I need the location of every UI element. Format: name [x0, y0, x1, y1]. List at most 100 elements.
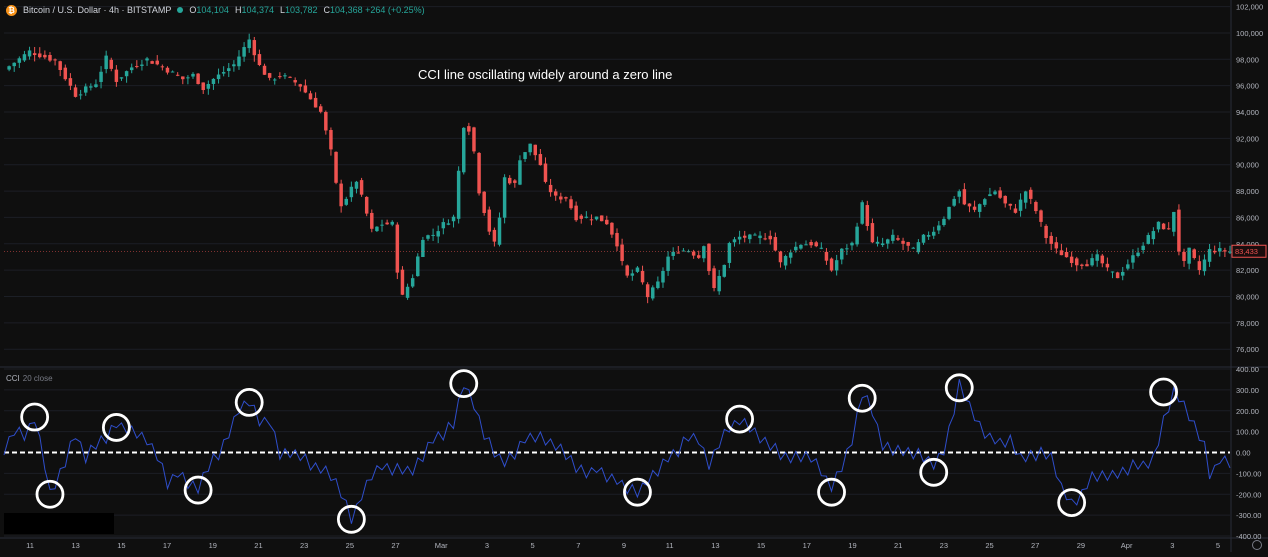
candle-body	[1172, 211, 1176, 232]
candle-body	[273, 79, 277, 81]
candle-body	[1228, 251, 1232, 253]
candle-body	[216, 74, 221, 80]
time-tick-label: 11	[666, 541, 674, 550]
time-tick-label: 3	[485, 541, 489, 550]
candle-body	[942, 218, 946, 226]
candle-body	[278, 76, 282, 78]
candle-body	[140, 64, 144, 66]
candle-body	[1110, 271, 1115, 273]
ohlc-low: L103,782	[279, 5, 318, 15]
candle-body	[155, 60, 159, 65]
candle-body	[502, 177, 507, 218]
candle-body	[370, 212, 374, 229]
candle-body	[630, 273, 635, 276]
candle-body	[998, 190, 1002, 198]
candle-body	[456, 170, 461, 219]
candle-body	[119, 77, 124, 79]
candle-body	[661, 270, 665, 283]
candle-body	[686, 251, 691, 253]
highlight-circle	[847, 383, 877, 413]
candle-body	[717, 275, 721, 292]
candle-body	[763, 238, 767, 240]
candle-body	[1064, 251, 1069, 258]
candle-body	[1192, 249, 1196, 258]
market-status-dot-icon	[177, 7, 184, 13]
symbol-label[interactable]: Bitcoin / U.S. Dollar · 4h · BITSTAMP	[23, 5, 172, 15]
candle-body	[875, 241, 880, 244]
candle-body	[528, 143, 532, 153]
candle-body	[375, 226, 379, 232]
candle-body	[1187, 247, 1191, 264]
candle-body	[27, 50, 32, 57]
candle-body	[165, 67, 170, 73]
candle-body	[324, 112, 328, 131]
candle-body	[1095, 254, 1099, 261]
candle-body	[191, 73, 195, 77]
candle-body	[1223, 250, 1227, 252]
candle-body	[748, 234, 752, 240]
candle-body	[124, 71, 129, 77]
ohlc-high: H104,374	[234, 5, 274, 15]
time-tick-label: 13	[72, 541, 80, 550]
candle-body	[906, 242, 910, 246]
candle-body	[1059, 250, 1064, 256]
candle-body	[68, 78, 73, 86]
candle-body	[1126, 264, 1130, 269]
candle-body	[293, 80, 297, 83]
candle-body	[334, 151, 338, 183]
time-tick-label: 7	[576, 541, 580, 550]
candle-body	[1120, 271, 1125, 276]
candle-body	[553, 191, 558, 196]
candle-body	[523, 152, 527, 159]
candle-body	[610, 222, 614, 235]
candle-body	[855, 226, 859, 245]
candle-body	[1054, 242, 1059, 249]
candle-body	[232, 64, 236, 67]
candle-body	[983, 199, 987, 205]
candle-body	[114, 69, 119, 82]
gear-icon[interactable]	[1252, 540, 1262, 550]
highlight-circle	[1057, 488, 1087, 518]
candle-body	[671, 251, 675, 256]
candle-body	[645, 284, 650, 298]
candle-body	[957, 191, 961, 197]
candle-body	[262, 65, 267, 75]
indicator-legend[interactable]: CCI 20 close	[6, 374, 53, 383]
candle-body	[313, 97, 318, 108]
candle-body	[344, 198, 348, 205]
candle-body	[1044, 225, 1048, 239]
candle-body	[513, 180, 517, 183]
candle-body	[135, 66, 139, 68]
candle-body	[768, 235, 772, 240]
candle-body	[814, 242, 818, 247]
highlight-circle	[20, 402, 50, 432]
candle-body	[666, 256, 670, 271]
candle-body	[170, 71, 175, 73]
candle-body	[599, 215, 604, 222]
candle-body	[518, 160, 522, 185]
candle-body	[1136, 252, 1140, 256]
candle-body	[533, 144, 538, 156]
candle-body	[252, 40, 257, 56]
candle-body	[129, 67, 134, 71]
price-tick-label: 98,000	[1236, 55, 1259, 64]
candle-body	[993, 191, 997, 195]
candle-body	[247, 39, 251, 49]
price-tick-label: 100,000	[1236, 29, 1263, 38]
candle-body	[1115, 272, 1120, 279]
candle-body	[538, 154, 543, 166]
candle-body	[952, 198, 956, 206]
candle-body	[840, 248, 844, 260]
candle-body	[400, 269, 405, 295]
candle-body	[181, 76, 185, 80]
candle-body	[1197, 261, 1202, 271]
candle-body	[1090, 258, 1094, 266]
time-tick-label: 27	[391, 541, 399, 550]
highlight-circle	[817, 477, 846, 507]
price-tick-label: 102,000	[1236, 3, 1263, 12]
candle-body	[1105, 263, 1110, 268]
candle-body	[584, 216, 589, 218]
cci-tick-label: 200.00	[1236, 407, 1259, 416]
candle-body	[492, 229, 497, 242]
